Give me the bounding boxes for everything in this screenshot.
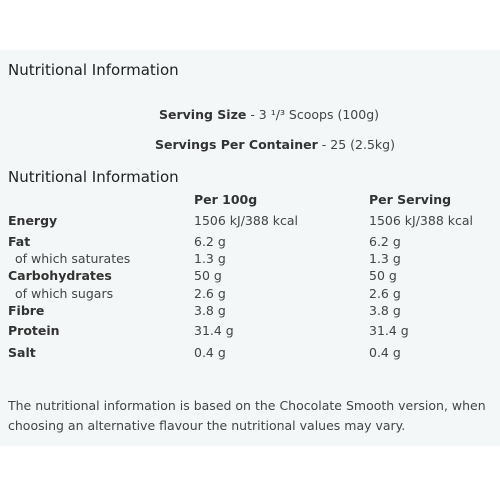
value-per-100g: 3.8 g [194, 303, 226, 318]
value-per-100g: 1506 kJ/388 kcal [194, 213, 298, 228]
nutrition-panel [0, 50, 500, 446]
value-per-100g: 50 g [194, 268, 222, 283]
column-header-per-serving: Per Serving [369, 192, 452, 207]
serving-size-label: Serving Size [159, 107, 247, 122]
nutrient-name: Carbohydrates [8, 268, 112, 283]
nutrient-name: Fibre [8, 303, 45, 318]
value-per-serving: 50 g [369, 268, 397, 283]
nutrient-name: Protein [8, 323, 60, 338]
nutrient-name: of which saturates [15, 251, 131, 266]
nutrient-name: Fat [8, 234, 31, 249]
column-header-per-100g: Per 100g [194, 192, 258, 207]
servings-per-container-label: Servings Per Container [155, 137, 318, 152]
nutrient-name: Salt [8, 345, 36, 360]
nutrient-name: of which sugars [15, 286, 114, 301]
serving-size-value: - 3 ¹/³ Scoops (100g) [250, 107, 379, 122]
value-per-100g: 31.4 g [194, 323, 234, 338]
value-per-100g: 1.3 g [194, 251, 226, 266]
nutrient-name: Energy [8, 213, 58, 228]
servings-per-container: Servings Per Container - 25 (2.5kg) [0, 137, 500, 152]
value-per-serving: 31.4 g [369, 323, 409, 338]
serving-size: Serving Size - 3 ¹/³ Scoops (100g) [0, 107, 500, 122]
value-per-serving: 3.8 g [369, 303, 401, 318]
value-per-serving: 1.3 g [369, 251, 401, 266]
value-per-serving: 2.6 g [369, 286, 401, 301]
value-per-serving: 1506 kJ/388 kcal [369, 213, 473, 228]
value-per-serving: 6.2 g [369, 234, 401, 249]
footnote: The nutritional information is based on … [8, 398, 486, 433]
value-per-100g: 6.2 g [194, 234, 226, 249]
page-title: Nutritional Information [8, 61, 179, 79]
value-per-100g: 2.6 g [194, 286, 226, 301]
value-per-100g: 0.4 g [194, 345, 226, 360]
servings-per-container-value: - 25 (2.5kg) [321, 137, 395, 152]
value-per-serving: 0.4 g [369, 345, 401, 360]
table-heading: Nutritional Information [8, 168, 179, 186]
